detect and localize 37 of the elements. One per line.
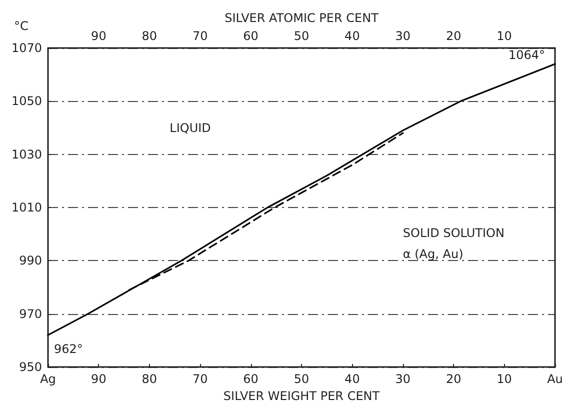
y-axis-title: °C	[14, 19, 28, 33]
annotation: α (Ag, Au)	[402, 246, 464, 261]
x2-tick-label: 60	[243, 29, 258, 43]
x-tick-label: Au	[547, 372, 563, 386]
y-tick-label: 1010	[11, 200, 42, 214]
x2-tick-label: 90	[91, 29, 106, 43]
x-tick-label: 70	[192, 372, 208, 386]
x-axis-title: SILVER WEIGHT PER CENT	[223, 388, 380, 403]
x2-tick-label: 40	[344, 29, 360, 43]
y-tick-label: 1050	[11, 94, 42, 108]
x-tick-label: 50	[294, 372, 310, 386]
x2-tick-label: 20	[446, 29, 462, 43]
y-tick-label: 1030	[11, 147, 42, 162]
x-tick-label: 60	[243, 372, 258, 386]
x2-axis-title: SILVER ATOMIC PER CENT	[224, 11, 380, 25]
line-series	[47, 63, 556, 336]
annotation: SOLID SOLUTION	[402, 226, 504, 240]
x-tick-label: 40	[344, 372, 360, 386]
x-tick-label: 90	[91, 372, 106, 386]
y-tick-label: 950	[19, 360, 42, 374]
annotation: LIQUID	[170, 120, 211, 135]
x-tick-label: Ag	[40, 372, 56, 386]
x-tick-label: 10	[496, 372, 512, 386]
x2-tick-label: 80	[142, 29, 158, 43]
y-tick-label: 990	[19, 254, 42, 268]
y-tick-label: 970	[19, 306, 42, 321]
annotation: 1064°	[508, 48, 545, 62]
x-tick-label: 30	[395, 372, 411, 386]
annotation: 962°	[54, 342, 83, 356]
x2-tick-label: 50	[294, 29, 310, 43]
line-series	[128, 132, 404, 291]
x2-tick-label: 70	[192, 29, 208, 43]
x2-tick-label: 30	[395, 29, 411, 43]
y-tick-label: 1070	[11, 41, 42, 55]
x2-tick-label: 10	[496, 29, 512, 43]
x-tick-label: 80	[142, 372, 158, 386]
x-tick-label: 20	[446, 372, 462, 386]
